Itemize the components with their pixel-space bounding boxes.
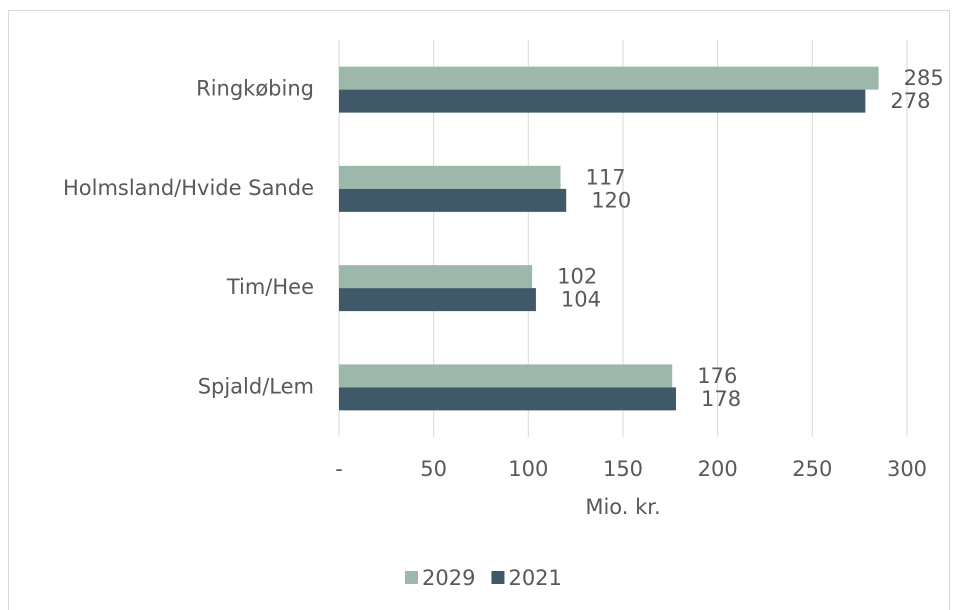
y-tick-label: Tim/Hee	[226, 275, 314, 299]
bar	[339, 188, 567, 212]
data-label: 120	[591, 188, 631, 212]
x-axis-title: Mio. kr.	[585, 495, 660, 519]
x-tick-label: 100	[508, 457, 548, 481]
bar	[339, 265, 533, 289]
y-tick-label: Ringkøbing	[196, 77, 314, 101]
y-tick-label: Holmsland/Hvide Sande	[63, 176, 314, 200]
x-tick-label: 200	[698, 457, 738, 481]
legend-label: 2021	[508, 566, 561, 590]
bar	[339, 288, 536, 312]
legend-swatch	[405, 571, 418, 584]
x-tick-label: -	[335, 457, 343, 481]
y-tick-label: Spjald/Lem	[198, 374, 314, 398]
x-tick-label: 150	[603, 457, 643, 481]
data-label: 278	[890, 89, 930, 113]
x-tick-label: 300	[887, 457, 927, 481]
data-label: 117	[586, 165, 626, 189]
data-label: 176	[697, 364, 737, 388]
bar	[339, 364, 673, 388]
legend-swatch	[491, 571, 505, 584]
bar	[339, 387, 677, 411]
data-label: 285	[904, 66, 944, 90]
bar	[339, 165, 561, 189]
x-tick-label: 50	[420, 457, 447, 481]
x-tick-label: 250	[792, 457, 832, 481]
data-label: 178	[701, 387, 741, 411]
legend-label: 2029	[422, 566, 475, 590]
data-label: 102	[557, 265, 597, 289]
bar	[339, 66, 879, 90]
data-label: 104	[561, 288, 601, 312]
bar	[339, 89, 866, 113]
